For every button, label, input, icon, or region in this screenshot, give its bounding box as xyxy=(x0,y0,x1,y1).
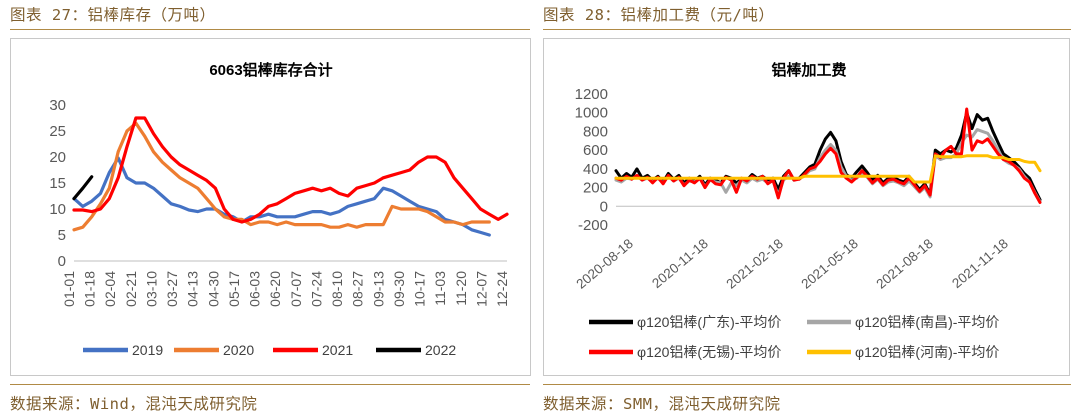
x-tick-label: 12-24 xyxy=(494,271,510,307)
series-line-120 xyxy=(614,154,1042,184)
legend-label: 2021 xyxy=(322,342,353,358)
x-tick-label: 03-10 xyxy=(143,271,159,307)
x-tick-label: 01-01 xyxy=(61,271,77,307)
x-tick-label: 07-07 xyxy=(288,271,304,307)
x-tick-label: 08-10 xyxy=(329,271,345,307)
x-tick-label: 2021-11-18 xyxy=(949,236,1011,291)
left-chart-panel: 6063铝棒库存合计 0 5 10 15 20 25 30 01-01 01-18 02-04 02-… xyxy=(10,38,531,376)
x-tick-label: 02-04 xyxy=(102,271,118,307)
left-source-note: 数据来源：Wind，混沌天成研究院 xyxy=(10,395,258,413)
y-tick-label: 1000 xyxy=(575,105,608,122)
x-tick-label: 07-24 xyxy=(308,271,324,307)
right-figure-title: 图表 28：铝棒加工费（元/吨） xyxy=(543,6,775,24)
x-tick-label: 03-27 xyxy=(164,271,180,307)
legend-label: φ120铝棒(南昌)-平均价 xyxy=(855,314,999,330)
y-tick-label: 800 xyxy=(583,123,608,140)
legend-label: φ120铝棒(河南)-平均价 xyxy=(855,344,999,360)
legend-label: φ120铝棒(无锡)-平均价 xyxy=(637,344,781,360)
x-tick-label: 04-13 xyxy=(185,271,201,307)
x-tick-label: 02-21 xyxy=(123,271,139,307)
x-tick-label: 2021-05-18 xyxy=(798,236,861,292)
chart-title: 6063铝棒库存合计 xyxy=(209,61,332,79)
right-title-rule xyxy=(543,29,1071,30)
y-tick-label: 0 xyxy=(600,198,608,215)
left-figure-title: 图表 27：铝棒库存（万吨） xyxy=(10,6,216,24)
left-source-rule xyxy=(10,384,530,385)
chart-title: 铝棒加工费 xyxy=(771,61,846,79)
y-tick-label: 10 xyxy=(49,201,66,218)
y-tick-label: 15 xyxy=(49,175,66,192)
right-source-rule xyxy=(543,384,1071,385)
x-tick-label: 01-18 xyxy=(82,271,98,307)
x-tick-label: 09-13 xyxy=(370,271,386,307)
x-tick-label: 11-20 xyxy=(453,271,469,306)
y-tick-label: 0 xyxy=(58,253,66,270)
legend-label: 2019 xyxy=(132,342,163,358)
x-tick-label: 2020-11-18 xyxy=(649,236,711,291)
legend-label: 2022 xyxy=(425,342,456,358)
series-line-2022 xyxy=(72,175,94,201)
x-tick-label: 09-30 xyxy=(391,271,407,307)
x-tick-label: 2021-02-18 xyxy=(723,236,786,292)
x-tick-label: 06-20 xyxy=(267,271,283,307)
x-tick-label: 10-17 xyxy=(412,271,428,307)
stock-chart: 6063铝棒库存合计 0 5 10 15 20 25 30 01-01 01-18 02-04 02-… xyxy=(49,61,510,358)
y-tick-label: 400 xyxy=(583,161,608,178)
x-tick-label: 12-07 xyxy=(473,271,489,307)
series-line-120 xyxy=(614,107,1042,204)
x-tick-label: 2021-08-18 xyxy=(873,236,936,292)
y-tick-label: 200 xyxy=(583,180,608,197)
y-tick-label: 20 xyxy=(49,149,66,166)
series-line-2019 xyxy=(72,156,491,237)
legend-label: φ120铝棒(广东)-平均价 xyxy=(637,314,781,330)
right-chart-panel: 铝棒加工费 -200 0 200 400 600 800 1000 1200 2020-08-18… xyxy=(543,38,1070,376)
y-tick-label: 1200 xyxy=(575,86,608,103)
legend-label: 2020 xyxy=(223,342,254,358)
x-tick-label: 05-17 xyxy=(226,271,242,307)
right-source-note: 数据来源：SMM，混沌天成研究院 xyxy=(543,395,781,413)
x-tick-label: 11-03 xyxy=(432,271,448,306)
y-tick-label: 30 xyxy=(49,97,66,114)
x-tick-label: 2020-08-18 xyxy=(573,236,636,292)
x-tick-label: 08-27 xyxy=(350,271,366,307)
left-title-rule xyxy=(10,29,530,30)
x-tick-label: 04-30 xyxy=(205,271,221,307)
series-line-2021 xyxy=(72,116,509,224)
x-tick-label: 06-03 xyxy=(247,271,263,307)
y-tick-label: -200 xyxy=(578,217,608,234)
y-tick-label: 5 xyxy=(58,227,66,244)
y-tick-label: 600 xyxy=(583,142,608,159)
series-line-2020 xyxy=(72,121,491,232)
y-tick-label: 25 xyxy=(49,123,66,140)
